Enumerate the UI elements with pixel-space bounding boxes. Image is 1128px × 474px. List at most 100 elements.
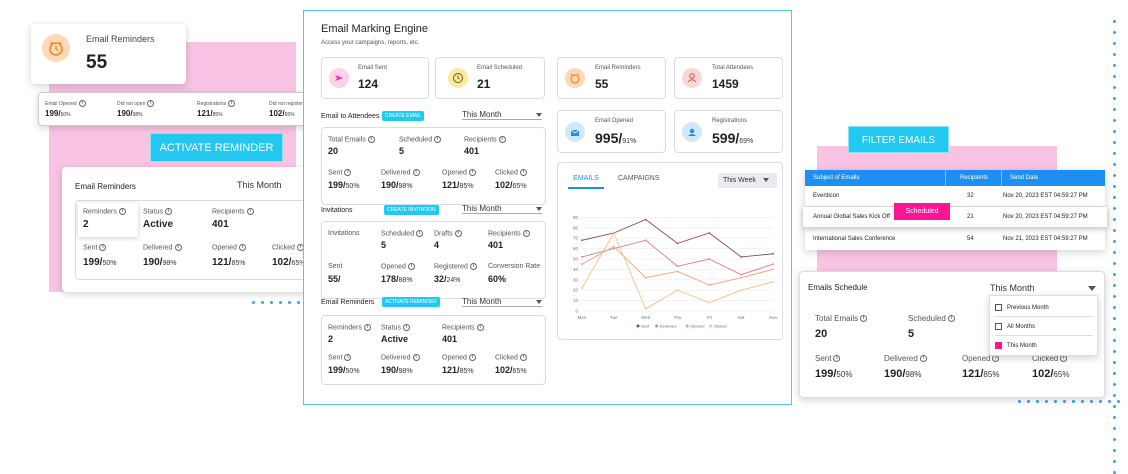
info-icon: i — [147, 100, 155, 107]
table-row[interactable]: Eventicon 32 Nov 20, 2023 EST 04:59:27 P… — [805, 186, 1105, 207]
recipients-value: 401 — [464, 146, 480, 156]
row-subject: Annual Global Sales Kick Off — [813, 214, 890, 220]
registered-label: Registered — [434, 263, 468, 271]
legend-label: Delivered — [660, 324, 677, 329]
period-select[interactable]: This Month — [462, 204, 542, 214]
row-subject: Eventicon — [813, 193, 840, 199]
column-header[interactable]: Recipients — [960, 175, 989, 181]
kpi-pct: 91% — [622, 138, 637, 145]
checkbox[interactable] — [995, 322, 1002, 330]
clicked-label: Clicked — [495, 169, 518, 177]
activate-reminder-button[interactable]: ACTIVATE REMINDER — [150, 133, 283, 162]
tab-campaigns[interactable]: CAMPAIGNS — [618, 175, 660, 182]
sent-value: 199/ — [83, 257, 103, 268]
activate-reminder-tag-button[interactable]: ACTIVATE REMINDER — [382, 297, 440, 307]
clicked-pct: 65% — [512, 368, 527, 375]
table-row[interactable]: International Sales Conference 54 Nov 21… — [805, 229, 1105, 250]
legend-marker — [655, 324, 659, 328]
kpi-label: Email Sent — [358, 65, 388, 71]
period-select[interactable]: This Month — [462, 297, 542, 307]
tab-emails[interactable]: EMAILS — [568, 175, 604, 189]
recipients-label: Recipients — [464, 136, 497, 144]
delivered-pct: 98% — [398, 183, 413, 190]
checkbox-checked[interactable] — [995, 341, 1002, 349]
page-title: Email Marking Engine — [321, 23, 428, 35]
dropdown-option-all-months[interactable]: All Months — [995, 321, 1093, 336]
info-icon: i — [99, 244, 107, 251]
data-point — [676, 289, 679, 292]
period-select-value: This Month — [462, 110, 502, 119]
info-icon: i — [118, 208, 126, 215]
dot-pattern-vertical — [1113, 20, 1116, 474]
week-select[interactable]: This Week — [718, 173, 777, 188]
sent-value: 199/ — [328, 180, 346, 190]
opened-label: Opened — [381, 263, 406, 271]
row-recipients: 32 — [967, 193, 974, 199]
kpi-email-opened: Email Opened 995/91% — [557, 110, 666, 153]
info-icon: i — [1060, 355, 1068, 363]
kpi-registrations: Registrations 599/69% — [674, 110, 783, 153]
total-emails-label: Total Emails — [815, 314, 859, 323]
sent-label: Sent — [328, 169, 343, 177]
delivered-value: 190/ — [143, 257, 163, 268]
y-tick-label: 30 — [573, 277, 579, 282]
chevron-down-icon — [536, 113, 542, 117]
opened-pct: 85% — [231, 260, 246, 267]
row-recipients: 21 — [967, 214, 974, 220]
dropdown-option-this-month[interactable]: This Month — [995, 340, 1093, 354]
reminders-label: Reminders — [328, 324, 362, 332]
create-email-button[interactable]: CREATE EMAIL — [382, 111, 425, 121]
column-header[interactable]: Send Date — [1010, 175, 1039, 181]
info-icon: i — [246, 208, 254, 215]
data-point — [772, 280, 774, 283]
data-point — [708, 284, 711, 286]
info-icon: i — [454, 230, 462, 237]
kpi-label: Email Opened — [595, 118, 634, 124]
sent-label: Sent — [83, 244, 98, 252]
reminders-stats-box: Reminders i 2 Status i Active Recipients i … — [75, 200, 332, 280]
column-divider — [945, 170, 946, 186]
legend-label: Opened — [690, 324, 704, 329]
data-point — [772, 252, 774, 255]
stat-pct: 85% — [212, 112, 223, 118]
reminders-highlight — [78, 203, 138, 237]
row-date: Nov 20, 2023 EST 04:59:27 PM — [1003, 193, 1088, 199]
kpi-email-scheduled: Email Scheduled 21 — [435, 57, 545, 99]
dropdown-option-previous-month[interactable]: Previous Month — [995, 302, 1093, 317]
kpi-label: Total Attendees — [712, 65, 754, 71]
x-tick-label: Sun — [769, 315, 778, 320]
info-icon: i — [519, 354, 527, 361]
checkbox[interactable] — [995, 303, 1002, 311]
kpi-email-sent: Email Sent 124 — [321, 57, 429, 99]
clicked-pct: 65% — [512, 183, 527, 190]
panel-title: Emails Schedule — [808, 283, 868, 292]
period-select-value: This Month — [237, 180, 282, 190]
info-icon: i — [434, 136, 442, 143]
sent-pct: 50% — [345, 183, 360, 190]
y-tick-label: 10 — [573, 298, 579, 303]
info-icon: i — [412, 169, 420, 176]
column-header[interactable]: Subject of Emails — [813, 175, 860, 181]
data-point — [772, 263, 774, 266]
info-icon: i — [468, 169, 476, 176]
x-tick-label: Tue — [610, 315, 618, 320]
legend-label: Clicked — [714, 324, 727, 329]
create-invitation-button[interactable]: CREATE INVITATION — [384, 205, 439, 215]
stat-label: Registrations — [197, 100, 227, 107]
data-point — [708, 258, 711, 260]
stat-label: Email Opened — [45, 100, 77, 107]
kpi-total-attendees: Total Attendees 1459 — [674, 57, 783, 99]
period-select[interactable]: This Month — [990, 283, 1096, 293]
filter-emails-button[interactable]: FILTER EMAILS — [848, 126, 949, 153]
stat-pct: 50% — [60, 112, 71, 118]
chevron-down-icon — [536, 300, 542, 304]
period-select[interactable]: This Month — [462, 110, 542, 120]
x-tick-label: Fri — [707, 315, 712, 320]
table-row[interactable]: Annual Global Sales Kick Off Scheduled 2… — [803, 203, 1107, 227]
panel-title: Email Reminders — [75, 182, 136, 191]
recipients-value: 401 — [442, 334, 458, 344]
opened-label: Opened — [442, 169, 467, 177]
period-select-value: This Month — [462, 204, 502, 213]
week-select-value: This Week — [723, 177, 756, 184]
conversion-rate-label: Conversion Rate — [488, 263, 541, 270]
